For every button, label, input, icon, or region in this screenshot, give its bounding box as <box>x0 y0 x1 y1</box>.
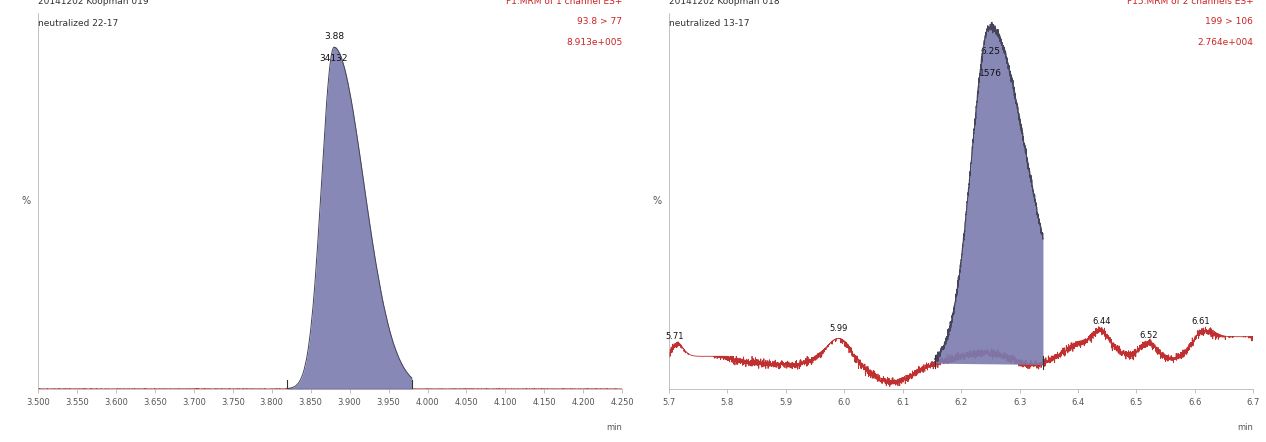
Text: 1576: 1576 <box>979 69 1001 78</box>
Text: %: % <box>653 196 662 206</box>
Text: min: min <box>1237 423 1253 432</box>
Text: neutralized 13-17: neutralized 13-17 <box>668 19 749 28</box>
Text: 93.8 > 77: 93.8 > 77 <box>577 17 623 27</box>
Text: 20141202 Koopman 018: 20141202 Koopman 018 <box>668 0 780 6</box>
Text: 34132: 34132 <box>320 54 348 63</box>
Text: 2.764e+004: 2.764e+004 <box>1198 38 1253 47</box>
Text: 20141202 Koopman 019: 20141202 Koopman 019 <box>38 0 148 6</box>
Text: 6.25: 6.25 <box>980 47 1000 56</box>
Text: 6.44: 6.44 <box>1093 317 1110 326</box>
Text: F15:MRM of 2 channels ES+: F15:MRM of 2 channels ES+ <box>1127 0 1253 6</box>
Text: 6.61: 6.61 <box>1191 317 1210 326</box>
Text: 6.52: 6.52 <box>1139 331 1157 340</box>
Text: min: min <box>606 423 623 432</box>
Text: 199 > 106: 199 > 106 <box>1205 17 1253 27</box>
Text: 8.913e+005: 8.913e+005 <box>566 38 623 47</box>
Text: 5.99: 5.99 <box>829 324 848 333</box>
Text: %: % <box>22 196 30 206</box>
Text: neutralized 22-17: neutralized 22-17 <box>38 19 118 28</box>
Text: 3.88: 3.88 <box>324 31 344 41</box>
Text: F1:MRM of 1 channel ES+: F1:MRM of 1 channel ES+ <box>506 0 623 6</box>
Text: 5.71: 5.71 <box>666 332 684 341</box>
